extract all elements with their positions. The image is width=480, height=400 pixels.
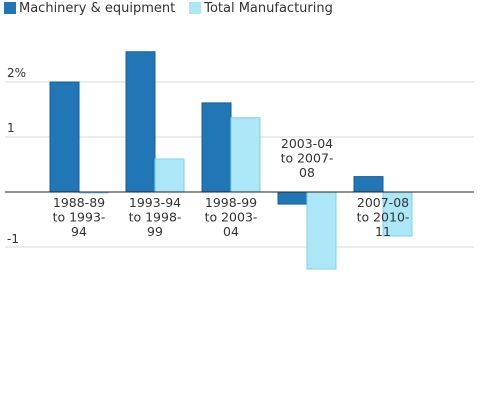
bar-machinery [201,102,232,193]
bar-machinery [49,81,80,193]
y-tick-label: 1 [7,121,15,135]
category-label: 94 [71,224,87,239]
legend-item-total-manufacturing: Total Manufacturing [189,1,333,16]
chart-legend: Machinery & equipment Total Manufacturin… [4,0,347,16]
bar-machinery [353,176,384,193]
legend-label-total-manufacturing: Total Manufacturing [204,0,333,16]
category-label: 99 [147,224,163,239]
legend-swatch-total-manufacturing [189,2,202,14]
y-tick-label: -1 [7,232,19,246]
bar-total-manufacturing [382,191,413,237]
category-label: 11 [375,224,391,239]
legend-label-machinery: Machinery & equipment [19,0,176,16]
category-label: 1988-89 [53,195,105,210]
category-label: 1998-99 [205,195,257,210]
category-label: to 1993- [53,210,106,225]
bar-total-manufacturing [154,158,185,193]
bar-machinery [277,191,308,205]
category-label: 2007-08 [357,195,409,210]
category-label: to 2007- [281,151,334,166]
category-label: 1993-94 [129,195,181,210]
category-label: to 2010- [357,210,410,225]
category-label: to 2003- [205,210,258,225]
category-label: 2003-04 [281,136,333,151]
y-tick-label: 2% [7,66,26,80]
legend-item-machinery: Machinery & equipment [4,1,175,16]
bar-total-manufacturing [230,117,261,193]
legend-swatch-machinery [4,2,16,14]
category-label: 04 [223,224,239,239]
category-label: 08 [299,165,315,180]
bar-machinery [125,51,156,193]
bar-total-manufacturing [306,191,337,270]
category-label: to 1998- [129,210,182,225]
